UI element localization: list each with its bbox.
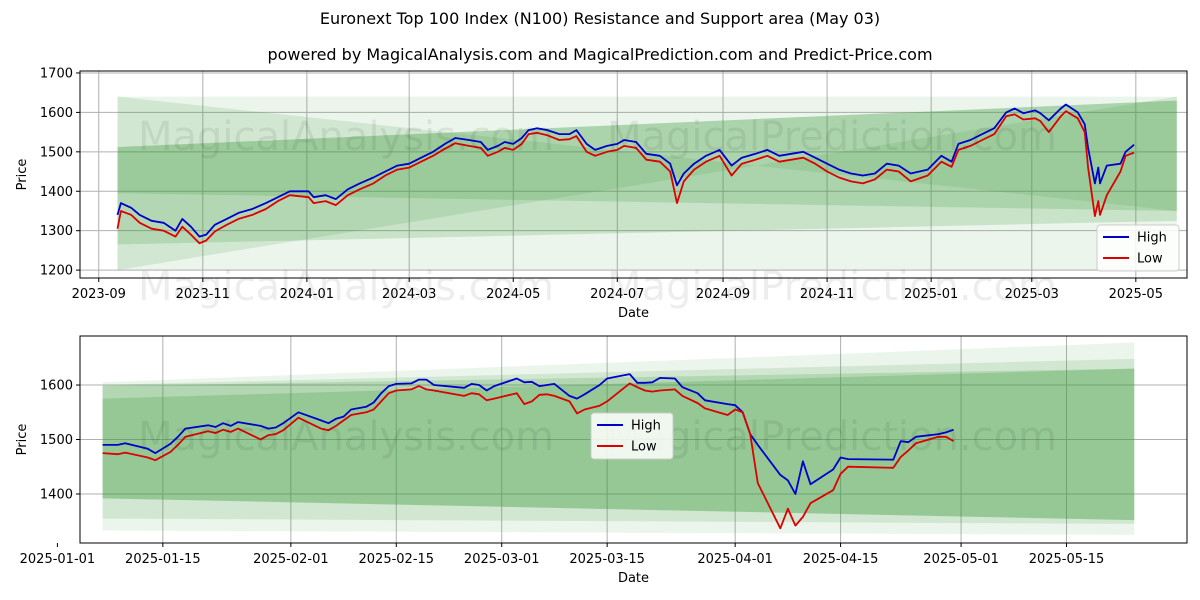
x-tick-label: 2025-05-15 — [1029, 552, 1105, 567]
plot-frame — [79, 70, 1188, 279]
y-tick-label: 1200 — [40, 264, 73, 279]
x-tick-label: 2025-04-01 — [697, 552, 773, 567]
y-axis-label: Price — [15, 159, 30, 191]
watermark-text: MagicalAnalysis.com — [138, 264, 554, 310]
x-tick-label: 2025-03-01 — [464, 552, 540, 567]
chart-subtitle: powered by MagicalAnalysis.com and Magic… — [267, 45, 933, 64]
y-tick-label: 1600 — [40, 106, 73, 121]
series-low-line — [116, 110, 1135, 245]
y-axis-label: Price — [15, 424, 30, 456]
x-tick-label: 2025-03 — [1005, 287, 1059, 302]
x-axis-label: Date — [618, 571, 649, 586]
x-tick-label: 2025-02-01 — [253, 552, 329, 567]
x-tick-label: 2025-05 — [1109, 287, 1163, 302]
legend-low-label: Low — [1137, 252, 1163, 267]
x-tick-label: 2023-09 — [72, 287, 126, 302]
y-tick-label: 1400 — [40, 487, 73, 502]
chart-title: Euronext Top 100 Index (N100) Resistance… — [319, 9, 881, 28]
support-resistance-bands — [117, 96, 1177, 271]
watermark-text: MagicalAnalysis.com — [138, 114, 554, 160]
x-tick-label: 2025-04-15 — [803, 552, 879, 567]
y-tick-label: 1600 — [40, 379, 73, 394]
x-tick-label: 2024-05 — [486, 287, 540, 302]
series-high-line — [102, 373, 954, 495]
y-tick-label: 1700 — [40, 66, 73, 81]
legend: High Low — [1096, 224, 1180, 272]
x-tick-label: 2025-01-01 — [20, 552, 96, 567]
y-tick-label: 1400 — [40, 185, 73, 200]
watermark-text: MagicalPrediction.com — [607, 414, 1057, 460]
x-tick-label: 2023-11 — [176, 287, 230, 302]
x-tick-label: 2024-07 — [590, 287, 644, 302]
x-tick-label: 2024-01 — [280, 287, 334, 302]
series-high-line — [116, 103, 1135, 238]
watermark-text: MagicalAnalysis.com — [138, 414, 554, 460]
x-tick-label: 2025-03-15 — [569, 552, 645, 567]
legend-high-label: High — [631, 419, 661, 434]
x-tick-label: 2025-05-01 — [923, 552, 999, 567]
chart-panel-2: 1400 1500 1600 2025-01-01 2025-01-15 2025-02-… — [15, 335, 1188, 586]
x-tick-label: 2025-01 — [904, 287, 958, 302]
series-lines — [116, 103, 1135, 245]
x-axis-label: Date — [618, 306, 649, 321]
band-4 — [117, 100, 1177, 211]
x-tick-label: 2025-02-15 — [359, 552, 435, 567]
watermark-text: MagicalPrediction.com — [607, 114, 1057, 160]
band-2 — [117, 96, 1177, 271]
band-1 — [117, 96, 1177, 271]
series-low-line — [102, 382, 955, 530]
x-tick-label: 2024-03 — [382, 287, 436, 302]
y-tick-label: 1500 — [40, 433, 73, 448]
x-tick-label: 2024-11 — [800, 287, 854, 302]
legend-high-label: High — [1137, 231, 1167, 246]
x-tick-label: 2024-09 — [696, 287, 750, 302]
x-tick-label: 2025-01-15 — [125, 552, 201, 567]
series-lines — [102, 373, 955, 530]
y-tick-label: 1300 — [40, 224, 73, 239]
legend-low-label: Low — [631, 440, 657, 455]
legend: High Low — [590, 412, 674, 460]
chart-panel-1: 1200 1300 1400 1500 1600 1700 2023-09 2023-11 20… — [15, 66, 1188, 321]
watermark-text: MagicalPrediction.com — [607, 264, 1057, 310]
y-tick-label: 1500 — [40, 145, 73, 160]
band-3 — [117, 100, 1177, 245]
